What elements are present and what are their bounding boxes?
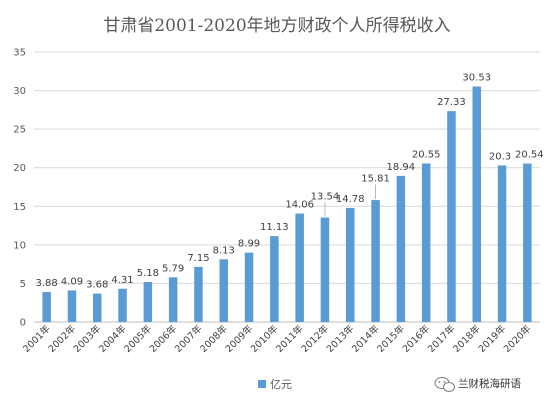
y-tick-label: 20 [13,163,26,174]
bar [447,111,456,322]
wechat-icon [434,377,455,392]
data-label: 30.53 [462,72,491,83]
data-label: 14.06 [285,200,314,211]
bar [219,259,228,322]
legend-swatch [258,380,266,388]
y-tick-label: 35 [13,48,26,59]
data-label: 13.54 [311,191,340,202]
data-label: 3.68 [86,280,108,291]
data-label: 15.81 [361,174,390,185]
data-label: 8.99 [238,239,260,250]
data-label: 3.88 [36,278,58,289]
chart-title: 甘肃省2001-2020年地方财政个人所得税收入 [103,16,450,36]
bar [320,217,330,322]
y-axis-ticks: 0 5 10 15 20 25 30 35 [13,48,26,329]
bar [118,288,127,322]
bars [42,86,532,323]
watermark-text: 兰财税海研语 [458,377,521,390]
bar [42,292,51,322]
bar [270,236,279,322]
data-label: 27.33 [437,97,466,108]
data-label: 20.55 [412,149,441,160]
data-label: 14.78 [336,194,365,205]
bar [421,163,431,322]
y-tick-label: 15 [13,202,26,213]
bar [371,200,380,322]
data-label: 5.18 [137,268,159,279]
y-tick-label: 25 [13,125,26,136]
bar [244,252,254,322]
bar [143,282,153,322]
bar [396,175,406,322]
data-label: 4.31 [111,275,133,286]
data-label: 20.3 [489,151,511,162]
data-label: 18.94 [387,162,416,173]
bar [93,293,102,322]
legend: 亿元 [258,378,292,391]
data-label: 8.13 [213,245,235,256]
data-label: 7.15 [187,253,209,264]
data-label: 20.54 [515,150,544,161]
data-labels: 3.88 4.09 3.68 4.31 5.18 5.797.15 8.138.9911.1… [36,72,544,290]
y-tick-label: 5 [20,279,26,290]
watermark: 兰财税海研语 [434,377,521,392]
bar [168,277,178,322]
legend-label: 亿元 [270,378,292,391]
y-tick-label: 0 [20,318,26,329]
y-tick-label: 10 [13,240,26,251]
data-label: 4.09 [61,276,83,287]
bar [523,163,532,322]
data-label: 5.79 [162,263,184,274]
bar [497,165,507,322]
data-label: 11.13 [260,222,289,233]
bar [67,290,77,322]
bar [194,266,203,322]
bar [472,86,481,323]
bar [295,213,304,322]
y-tick-label: 30 [13,86,26,97]
bar [346,207,355,322]
